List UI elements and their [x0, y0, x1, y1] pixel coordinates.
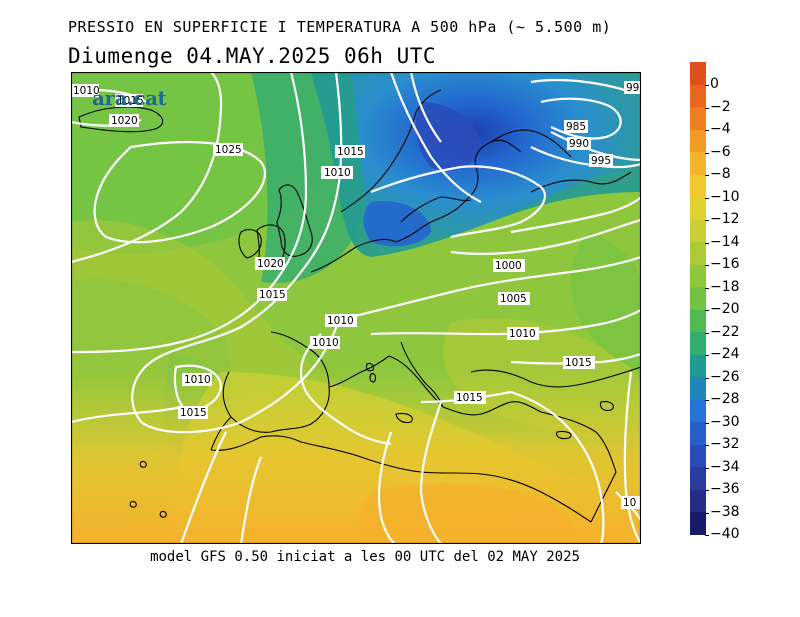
color-scale-label: −34	[705, 458, 740, 475]
color-scale-swatch	[690, 174, 706, 197]
color-scale-swatch	[690, 197, 706, 220]
svg-text:1015: 1015	[337, 146, 364, 158]
isobar-label: 10	[621, 496, 641, 509]
svg-text:1020: 1020	[257, 258, 284, 270]
temperature-field	[71, 72, 641, 544]
color-scale-swatch	[690, 489, 706, 512]
map-frame	[71, 72, 641, 544]
color-scale-label: −16	[705, 256, 740, 272]
color-scale-swatch	[690, 242, 706, 265]
isobar-label: 1015	[454, 391, 486, 404]
isobar-label: 1015	[563, 356, 595, 369]
isobar-label: 99	[624, 81, 641, 94]
color-scale-label: −2	[705, 98, 731, 115]
weather-map: 1010 1015 1020 1025 1015 1010 1020 1015 …	[71, 72, 641, 544]
color-scale-swatch	[690, 354, 706, 377]
color-scale-swatch	[690, 377, 706, 400]
svg-text:10: 10	[623, 497, 636, 509]
isobar-label: 1015	[257, 288, 287, 301]
isobars	[71, 72, 641, 544]
isobar-label: 985	[564, 120, 588, 133]
color-scale-label: −26	[705, 368, 740, 385]
svg-text:1000: 1000	[495, 260, 522, 272]
chart-title: PRESSIO EN SUPERFICIE I TEMPERATURA A 50…	[68, 18, 612, 36]
color-scale-swatch	[690, 107, 706, 130]
isobar-label: 1015	[335, 145, 365, 158]
model-run-caption: model GFS 0.50 iniciat a les 00 UTC del …	[150, 549, 580, 565]
color-scale-swatch	[690, 84, 706, 107]
color-scale-swatch	[690, 422, 706, 445]
coastlines	[78, 89, 641, 523]
isobar-labels: 1010 1015 1020 1025 1015 1010 1020 1015 …	[71, 81, 641, 509]
svg-text:1010: 1010	[324, 167, 351, 179]
svg-text:995: 995	[591, 155, 611, 167]
isobar-label: 995	[589, 154, 613, 167]
color-scale-label: −24	[705, 346, 740, 362]
color-scale-label: −36	[705, 481, 740, 497]
svg-text:1020: 1020	[111, 115, 138, 127]
color-scale-label: −38	[705, 503, 740, 520]
color-scale-swatch	[690, 444, 706, 467]
svg-text:1015: 1015	[180, 407, 207, 419]
isobar-label: 1025	[213, 143, 243, 156]
svg-text:1010: 1010	[184, 374, 211, 386]
svg-text:1025: 1025	[215, 144, 242, 156]
color-scale-swatch	[690, 129, 706, 152]
isobar-label: 1000	[493, 259, 525, 272]
isobar-label: 1010	[71, 84, 100, 97]
isobar-label: 990	[567, 137, 591, 150]
color-scale-swatch	[690, 152, 706, 175]
color-scale-swatch	[690, 332, 706, 355]
svg-text:1015: 1015	[565, 357, 592, 369]
color-scale-label: −6	[705, 143, 731, 160]
color-scale-label: −30	[705, 413, 740, 430]
forecast-date: Diumenge 04.MAY.2025 06h UTC	[68, 44, 437, 68]
color-scale-label: −12	[705, 211, 740, 227]
color-scale-label: −32	[705, 436, 740, 452]
svg-text:1015: 1015	[117, 95, 144, 107]
color-scale-label: −4	[705, 121, 731, 137]
color-scale-label: −40	[705, 526, 740, 542]
color-scale-swatch	[690, 467, 706, 490]
svg-text:1015: 1015	[456, 392, 483, 404]
isobar-label: 1010	[182, 373, 212, 386]
svg-text:1010: 1010	[327, 315, 354, 327]
isobar-label: 1010	[325, 314, 357, 327]
svg-text:985: 985	[566, 121, 586, 133]
isobar-label: 1015	[115, 94, 144, 107]
color-scale-swatch	[690, 264, 706, 287]
color-scale-swatch	[690, 219, 706, 242]
color-scale-label: −18	[705, 278, 740, 295]
color-scale-swatch	[690, 512, 706, 535]
svg-text:99: 99	[626, 82, 639, 94]
svg-text:1010: 1010	[312, 337, 339, 349]
color-scale-swatch	[690, 62, 706, 85]
color-scale-swatch	[690, 309, 706, 332]
svg-text:1005: 1005	[500, 293, 527, 305]
color-scale-swatch	[690, 287, 706, 310]
svg-text:1010: 1010	[73, 85, 100, 97]
svg-text:1015: 1015	[259, 289, 286, 301]
isobar-label: 1010	[507, 327, 539, 340]
color-scale-label: −14	[705, 233, 740, 250]
color-scale-label: −20	[705, 301, 740, 317]
color-scale-label: 0	[705, 76, 719, 92]
svg-text:1010: 1010	[509, 328, 536, 340]
isobar-label: 1020	[255, 257, 285, 270]
color-scale-label: −8	[705, 166, 731, 182]
svg-text:990: 990	[569, 138, 589, 150]
color-scale-swatch	[690, 399, 706, 422]
isobar-label: 1010	[310, 336, 340, 349]
isobar-label: 1005	[498, 292, 530, 305]
color-scale-label: −22	[705, 323, 740, 340]
ara-cat-logo: ara.cat	[92, 86, 167, 110]
isobar-label: 1010	[321, 166, 353, 179]
color-scale-label: −10	[705, 188, 740, 205]
color-scale-label: −28	[705, 391, 740, 407]
isobar-label: 1015	[178, 406, 208, 419]
isobar-label: 1020	[109, 114, 139, 127]
